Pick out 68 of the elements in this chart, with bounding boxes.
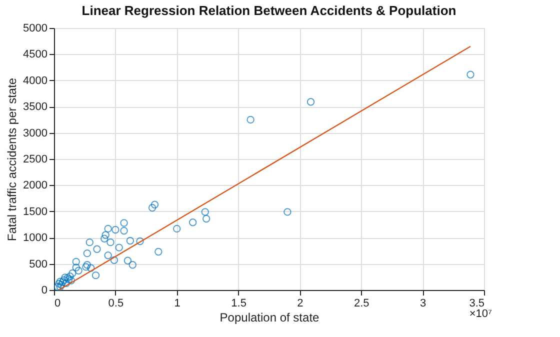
point [136,237,144,246]
point [58,280,66,289]
y-axis-title: Fatal traffic accidents per state [5,78,20,242]
y-tick-label: 0 [41,284,48,296]
point [62,279,70,288]
y-tick-label: 1500 [23,206,48,218]
point [124,256,132,265]
point [126,236,134,245]
point [55,280,63,288]
point [120,226,128,235]
text: ×10⁷ [469,308,492,320]
point [82,263,90,271]
y-tick-label: 4500 [23,48,48,61]
x-tick-label: 1 [174,298,180,310]
y-tick-label: 2500 [23,154,48,166]
point [100,234,108,242]
point [54,283,62,291]
point [86,238,94,246]
point [154,248,162,256]
point [104,252,112,260]
point [466,70,474,78]
point [202,214,210,223]
point [173,224,181,233]
x-tick-label: 2 [297,298,304,310]
point [188,218,197,226]
x-axis-title: Population of state [220,310,320,324]
point [306,98,315,106]
point [74,266,82,274]
point [61,274,69,282]
point [112,226,120,234]
point [104,224,112,233]
y-tick-label: 4000 [23,74,48,87]
x-tick-label: 3.5 [469,298,484,310]
point [128,261,136,269]
y-tick-label: 5000 [23,22,48,34]
chart-title: Linear Regression Relation Between Accidents & Population [82,3,456,18]
point [284,208,292,216]
point [246,116,254,124]
point [83,261,92,269]
point [83,249,92,258]
point [67,276,76,284]
point [72,258,80,266]
point [201,208,209,216]
point [120,219,128,227]
y-tick-label: 3500 [23,101,48,114]
x-tick-label: 3 [420,298,426,310]
y-tick-label: 500 [29,258,48,270]
point [92,271,100,280]
x-tick-label: 0.5 [108,298,124,310]
point [56,283,64,291]
point [106,238,114,246]
x-tick-label: 0 [54,298,61,310]
point [72,264,80,272]
point [56,278,64,286]
point [93,245,101,253]
point [66,272,74,280]
x-tick-label: 1.5 [231,298,246,310]
point [115,244,123,252]
point [150,200,159,208]
point [68,269,76,278]
point [148,204,156,212]
point [102,231,110,239]
y-tick-label: 2000 [23,180,48,192]
x-tick-label: 2.5 [354,298,370,310]
point [87,264,95,272]
y-tick-label: 1000 [23,232,48,244]
y-tick-label: 3000 [23,127,48,140]
point [110,256,118,264]
